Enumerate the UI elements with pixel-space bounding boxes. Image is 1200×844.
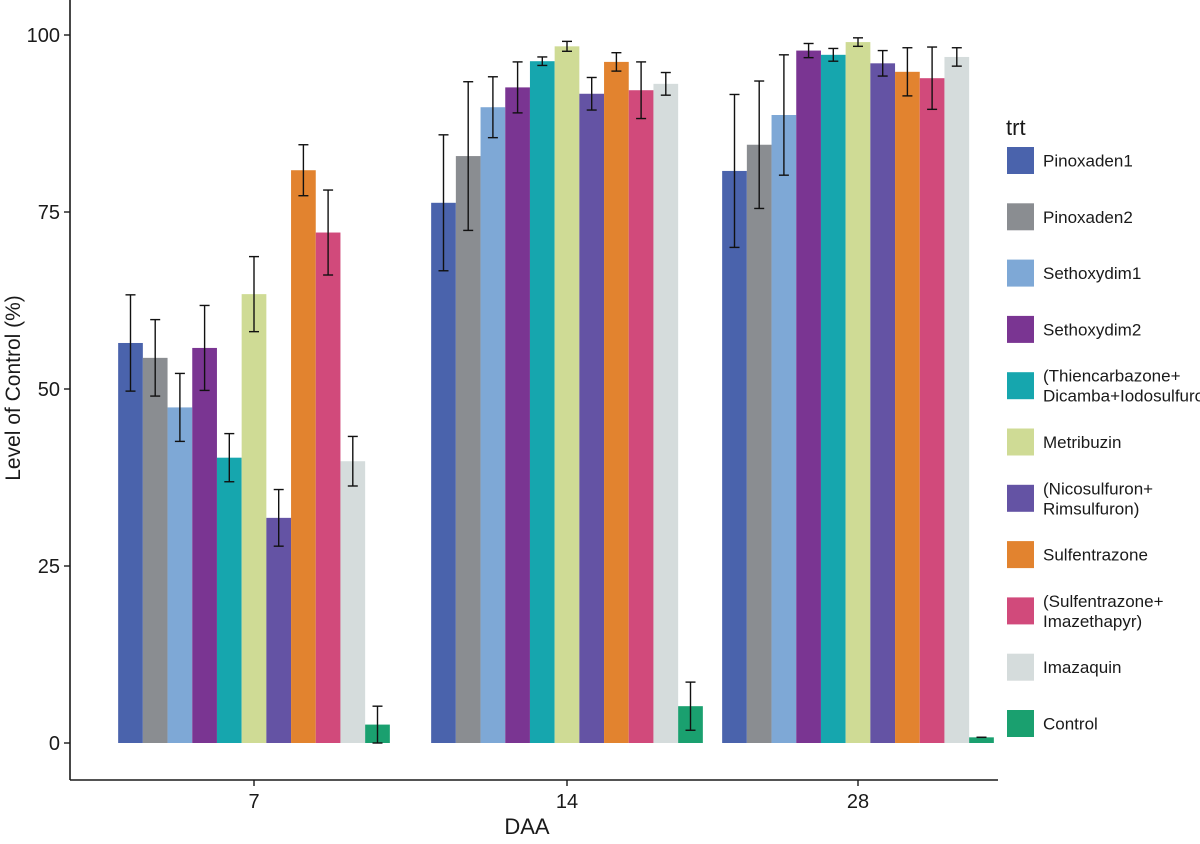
x-axis-label: DAA xyxy=(504,814,550,839)
x-tick-label: 28 xyxy=(847,791,869,813)
legend-label: (Nicosulfuron+ Rimsulfuron) xyxy=(1043,479,1153,518)
bar xyxy=(628,90,654,744)
legend-label: Pinoxaden1 xyxy=(1043,152,1133,171)
y-tick-label: 50 xyxy=(38,379,60,401)
y-tick-label: 25 xyxy=(38,556,60,578)
legend: Pinoxaden1 Pinoxaden2 Sethoxydim1 Sethoxydi… xyxy=(1007,147,1200,737)
legend-key xyxy=(1007,315,1034,343)
legend-label-line: (Sulfentrazone+ xyxy=(1043,592,1164,611)
legend-key xyxy=(1007,259,1034,287)
legend-label: Control xyxy=(1043,715,1098,734)
bar xyxy=(455,156,481,743)
bar xyxy=(431,202,456,744)
legend-label-line: Imazethapyr) xyxy=(1043,612,1142,631)
legend-key xyxy=(1007,428,1034,456)
y-tick-label: 75 xyxy=(38,202,60,224)
legend-label-line: Imazaquin xyxy=(1043,658,1121,677)
y-tick-label: 0 xyxy=(49,733,60,755)
bar xyxy=(192,347,217,743)
bar xyxy=(604,61,629,743)
bar xyxy=(944,56,970,743)
bar xyxy=(554,46,580,743)
legend-title: trt xyxy=(1006,115,1026,140)
legend-label: (Sulfentrazone+ Imazethapyr) xyxy=(1043,592,1164,631)
bar xyxy=(579,93,605,743)
bar xyxy=(529,61,555,743)
legend-label: Imazaquin xyxy=(1043,658,1121,677)
axes: 0 25 50 75 100 7 14 28 xyxy=(27,0,998,813)
legend-label: Pinoxaden2 xyxy=(1043,208,1133,227)
legend-key xyxy=(1007,710,1034,737)
legend-label-line: Sethoxydim2 xyxy=(1043,320,1141,339)
bar xyxy=(919,78,945,743)
bar xyxy=(820,54,846,743)
legend-label: Metribuzin xyxy=(1043,433,1121,452)
bar xyxy=(216,457,242,743)
bar xyxy=(722,170,747,743)
bars-layer xyxy=(118,42,994,744)
legend-key xyxy=(1007,484,1034,512)
legend-label-line: (Nicosulfuron+ xyxy=(1043,479,1153,498)
x-tick-label: 14 xyxy=(556,791,578,813)
bar xyxy=(796,50,821,743)
legend-label-line: Control xyxy=(1043,715,1098,734)
legend-label-line: Rimsulfuron) xyxy=(1043,499,1139,518)
bar xyxy=(340,461,366,743)
legend-label: Sethoxydim1 xyxy=(1043,264,1141,283)
legend-label: Sulfentrazone xyxy=(1043,546,1148,565)
legend-key xyxy=(1007,597,1034,625)
legend-label-line: (Thiencarbazone+ xyxy=(1043,367,1181,386)
legend-key xyxy=(1007,653,1034,681)
bar xyxy=(167,407,193,743)
legend-label: Sethoxydim2 xyxy=(1043,320,1141,339)
legend-key xyxy=(1007,147,1034,174)
bar xyxy=(895,71,920,743)
error-bars-layer xyxy=(125,37,987,744)
y-tick-label: 100 xyxy=(27,25,60,47)
bar xyxy=(315,232,341,743)
bar xyxy=(291,170,316,744)
bar xyxy=(746,144,772,744)
legend-label-line: Metribuzin xyxy=(1043,433,1121,452)
bar xyxy=(505,87,530,743)
legend-key xyxy=(1007,541,1034,569)
bar xyxy=(771,115,797,743)
bar xyxy=(480,107,506,744)
legend-label-line: Dicamba+Iodosulfuron) xyxy=(1043,387,1200,406)
legend-key xyxy=(1007,203,1034,231)
bar xyxy=(266,517,292,743)
bar xyxy=(969,737,994,743)
legend-label-line: Sethoxydim1 xyxy=(1043,264,1141,283)
bar xyxy=(845,42,871,743)
bar xyxy=(118,342,143,743)
legend-label-line: Pinoxaden1 xyxy=(1043,152,1133,171)
bar xyxy=(142,357,168,743)
legend-label-line: Pinoxaden2 xyxy=(1043,208,1133,227)
legend-key xyxy=(1007,372,1034,400)
bar xyxy=(241,294,267,743)
legend-label: (Thiencarbazone+Dicamba+Iodosulfuron) xyxy=(1043,367,1200,406)
bar xyxy=(870,63,896,743)
bar xyxy=(653,83,679,744)
legend-label-line: Sulfentrazone xyxy=(1043,546,1148,565)
y-axis-label: Level of Control (%) xyxy=(2,295,25,481)
x-tick-label: 7 xyxy=(248,791,259,813)
